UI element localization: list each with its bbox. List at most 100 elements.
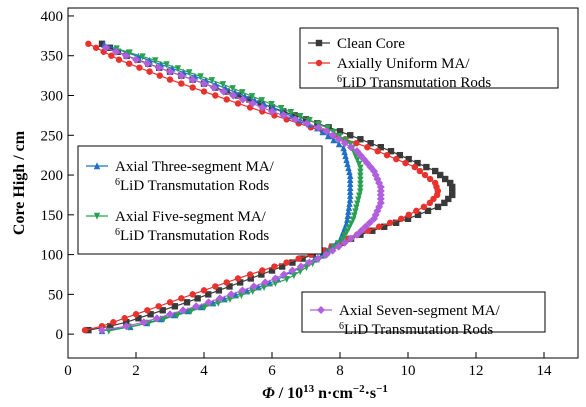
data-point — [146, 68, 153, 75]
data-point — [229, 85, 236, 93]
data-point — [247, 275, 254, 282]
data-point — [345, 207, 352, 215]
data-point — [205, 291, 212, 298]
x-axis-title-unit1: n·cm — [314, 385, 353, 402]
data-point — [85, 40, 92, 47]
data-point — [347, 191, 354, 199]
y-tick-label: 0 — [56, 327, 64, 343]
data-point — [289, 259, 296, 266]
x-axis-title: Φ / 1013 n·cm−2·s−1 — [262, 383, 388, 402]
x-axis-title-unit2: ·s — [365, 385, 377, 402]
legend-frame — [299, 27, 559, 89]
data-point — [347, 176, 354, 184]
data-point — [347, 183, 354, 191]
data-point — [396, 151, 404, 159]
data-point — [322, 127, 331, 136]
data-point — [186, 69, 193, 77]
series-4 — [98, 43, 385, 335]
data-point — [187, 307, 195, 315]
data-point — [121, 315, 128, 322]
legend-label: Axial Five-segment MA/ — [115, 209, 267, 225]
data-point — [432, 179, 439, 187]
data-point — [189, 84, 196, 91]
legend-frame — [77, 145, 323, 255]
data-point — [102, 43, 110, 52]
data-point — [279, 270, 288, 279]
data-point — [152, 314, 161, 323]
data-point — [200, 79, 208, 88]
data-point — [174, 311, 181, 319]
data-point — [209, 83, 218, 92]
data-point — [155, 303, 162, 310]
data-point — [92, 44, 100, 51]
data-point — [236, 279, 244, 286]
data-point — [279, 263, 286, 270]
y-tick-label: 300 — [41, 89, 64, 105]
data-point — [387, 147, 395, 155]
data-point — [287, 109, 295, 117]
data-point — [208, 77, 216, 85]
data-point — [192, 302, 201, 311]
data-point — [160, 315, 168, 323]
data-point — [334, 242, 343, 251]
data-point — [324, 132, 332, 140]
legend-box-top-right: Clean Core Axially Uniform MA/6LiD Transm… — [299, 27, 559, 91]
data-point — [81, 326, 89, 334]
data-point — [122, 51, 130, 60]
data-point — [174, 65, 182, 73]
y-tick-label: 400 — [41, 9, 64, 25]
data-point — [411, 163, 418, 171]
data-point — [166, 67, 174, 76]
data-point — [347, 172, 354, 180]
data-point — [139, 53, 146, 61]
x-axis-title-rest: / 10 — [275, 385, 303, 402]
legend-label: Axial Three-segment MA/ — [115, 159, 275, 175]
legend-label-sup: 6 — [339, 321, 344, 332]
data-point — [344, 160, 351, 168]
data-point — [346, 199, 353, 207]
data-point — [171, 303, 179, 310]
data-point — [328, 131, 337, 140]
legend-label-line2: 6LiD Transmutation Rods — [339, 321, 493, 339]
data-point — [306, 116, 313, 124]
data-point — [302, 119, 311, 128]
data-point — [383, 151, 391, 159]
data-point — [227, 290, 236, 299]
data-point — [183, 299, 191, 306]
y-tick-label: 350 — [41, 49, 64, 65]
data-point — [271, 263, 278, 270]
data-point — [330, 136, 337, 144]
data-point — [215, 287, 223, 294]
data-point — [268, 107, 276, 116]
data-point — [166, 310, 174, 319]
data-point — [126, 49, 133, 57]
data-point — [248, 99, 257, 108]
legend-swatch-marker — [93, 212, 101, 220]
data-point — [299, 255, 306, 262]
data-point — [259, 267, 266, 274]
x-tick-label: 8 — [336, 363, 344, 379]
data-point — [271, 274, 280, 283]
data-point — [288, 266, 297, 275]
data-point — [414, 211, 422, 219]
data-point — [449, 191, 456, 199]
y-tick-label: 150 — [41, 208, 64, 224]
data-point — [356, 192, 363, 200]
data-point — [132, 55, 140, 64]
data-point — [179, 306, 188, 315]
legend-label: Axial Seven-segment MA/ — [339, 303, 501, 319]
data-point — [108, 52, 115, 59]
series-layer — [81, 40, 456, 335]
data-point — [381, 223, 388, 230]
data-point — [238, 286, 247, 295]
data-point — [346, 195, 354, 203]
data-point — [445, 195, 452, 203]
data-point — [319, 128, 326, 136]
data-point — [268, 267, 276, 274]
legend-label-line2: 6LiD Transmutation Rods — [115, 227, 269, 245]
data-point — [345, 203, 353, 211]
legend-label-rest: LiD Transmutation Rods — [344, 322, 493, 338]
legend-label-rest: LiD Transmutation Rods — [342, 75, 491, 91]
y-axis: 0 50 100 150 200 250 300 350 400 — [41, 9, 74, 343]
data-point — [442, 175, 449, 183]
